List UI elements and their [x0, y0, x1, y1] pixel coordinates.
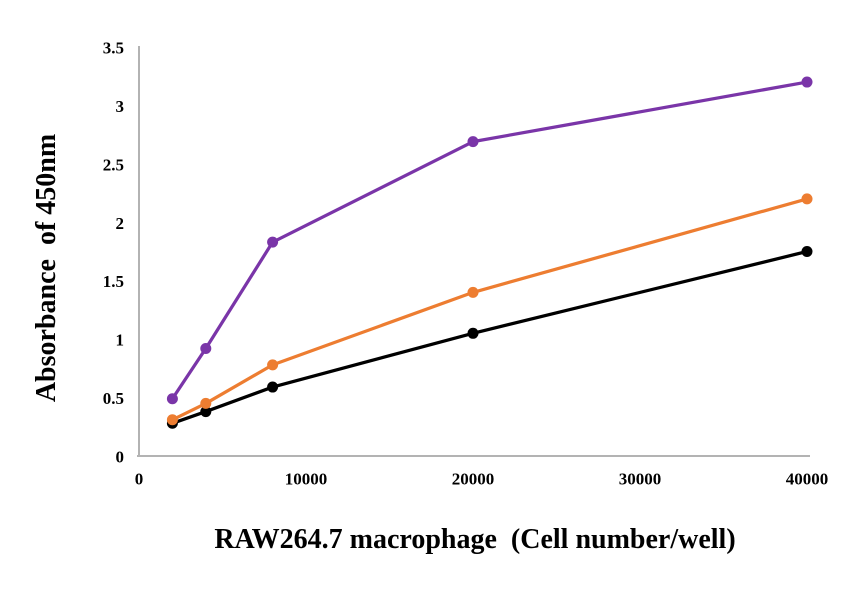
data-point-black	[200, 406, 212, 418]
data-point-black	[801, 246, 813, 257]
y-tick-label: 1.5	[103, 272, 124, 291]
x-tick-label: 30000	[619, 470, 662, 489]
data-point-purple	[801, 76, 813, 88]
data-point-orange	[467, 286, 479, 298]
data-point-purple	[166, 393, 178, 405]
series-line-black	[170, 249, 809, 425]
data-point-orange	[200, 397, 212, 409]
x-tick-label: 0	[135, 470, 144, 489]
y-tick-label: 0.5	[103, 389, 124, 408]
y-tick-label: 2	[116, 214, 125, 233]
y-tick-label: 3.5	[103, 39, 124, 58]
data-point-purple	[200, 342, 212, 354]
data-point-black	[467, 327, 479, 339]
data-point-purple	[467, 136, 479, 148]
y-axis-title: Absorbance of 450nm	[31, 133, 62, 403]
data-point-purple	[267, 236, 279, 248]
x-tick-label: 20000	[452, 470, 495, 489]
data-point-black	[267, 381, 279, 393]
x-axis-title: RAW264.7 macrophage (Cell number/well)	[214, 524, 736, 555]
y-tick-label: 1	[116, 331, 125, 350]
x-tick-label: 10000	[285, 470, 328, 489]
x-tick-label: 40000	[786, 470, 829, 489]
y-tick-label: 2.5	[103, 155, 124, 174]
data-point-orange	[267, 359, 279, 371]
y-tick-label: 0	[116, 448, 125, 467]
data-point-orange	[166, 414, 178, 426]
y-tick-label: 3	[116, 97, 125, 116]
data-point-orange	[801, 193, 813, 205]
